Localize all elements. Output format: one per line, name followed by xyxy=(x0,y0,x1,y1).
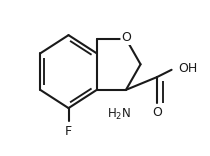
Text: OH: OH xyxy=(178,62,197,75)
Text: O: O xyxy=(152,106,162,119)
Text: O: O xyxy=(121,31,131,44)
Text: F: F xyxy=(65,125,72,138)
Text: H$_2$N: H$_2$N xyxy=(107,107,131,122)
